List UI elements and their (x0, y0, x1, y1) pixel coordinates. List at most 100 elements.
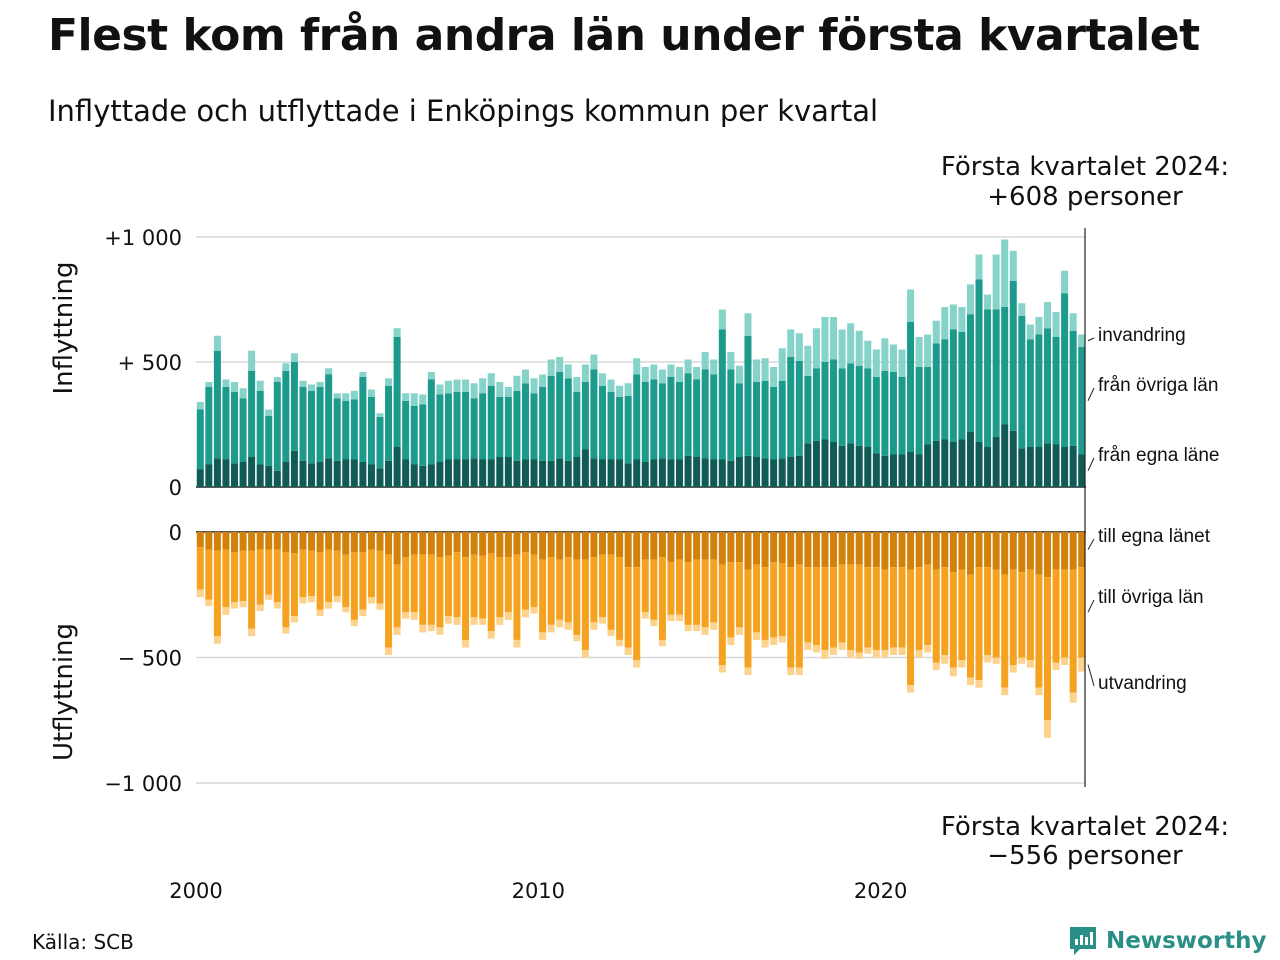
bar-inflyttning-s1-q61 (718, 329, 726, 460)
bar-utflyttning-s1-q80 (881, 569, 889, 650)
bar-inflyttning-s0-q46 (590, 458, 598, 487)
bar-inflyttning-s2-q102 (1069, 313, 1077, 331)
bar-utflyttning-s1-q86 (932, 569, 940, 663)
bar-utflyttning-s1-q9 (273, 549, 281, 603)
bar-inflyttning-s1-q68 (778, 380, 786, 459)
bar-utflyttning-s1-q16 (333, 550, 341, 597)
bar-inflyttning-s2-q67 (770, 367, 778, 387)
bar-utflyttning-s2-q80 (881, 649, 889, 658)
bar-utflyttning-s2-q55 (667, 614, 675, 622)
annotation-utflyttning-line1: Första kvartalet 2024: (941, 812, 1229, 842)
bar-inflyttning-s1-q8 (265, 415, 273, 466)
bar-inflyttning-s0-q96 (1018, 448, 1026, 487)
bar-inflyttning-s1-q64 (744, 335, 752, 456)
bar-inflyttning-s1-q0 (196, 409, 204, 470)
bar-inflyttning-s1-q16 (333, 398, 341, 461)
bar-inflyttning-s0-q92 (984, 447, 992, 487)
bar-inflyttning-s0-q61 (718, 459, 726, 487)
bar-inflyttning-s1-q37 (513, 390, 521, 461)
bar-inflyttning-s0-q63 (735, 457, 743, 487)
newsworthy-logo[interactable]: Newsworthy (1068, 924, 1267, 958)
bar-inflyttning-s0-q89 (958, 439, 966, 487)
bar-inflyttning-s2-q85 (924, 334, 932, 367)
bar-utflyttning-s0-q59 (701, 532, 709, 560)
bar-utflyttning-s2-q66 (761, 639, 769, 648)
y-tick-label-inflyttning-2: +1 000 (104, 226, 182, 250)
bar-inflyttning-s1-q18 (350, 399, 358, 460)
bar-utflyttning-s0-q33 (479, 532, 487, 556)
bar-utflyttning-s0-q9 (273, 532, 281, 550)
bar-inflyttning-s0-q25 (410, 464, 418, 487)
bar-inflyttning-s1-q85 (924, 367, 932, 445)
bar-inflyttning-s0-q101 (1061, 447, 1069, 487)
bar-inflyttning-s1-q58 (693, 379, 701, 457)
bar-inflyttning-s2-q83 (907, 289, 915, 322)
bar-inflyttning-s1-q69 (787, 357, 795, 457)
bar-inflyttning-s0-q102 (1069, 445, 1077, 487)
bar-inflyttning-s0-q70 (795, 455, 803, 487)
bar-inflyttning-s2-q30 (453, 379, 461, 392)
leader-line-inflyttning-2 (1087, 337, 1095, 342)
bar-inflyttning-s0-q13 (308, 463, 316, 487)
bar-utflyttning-s1-q21 (376, 550, 384, 604)
bar-utflyttning-s2-q69 (787, 667, 795, 676)
bar-utflyttning-s0-q47 (598, 532, 606, 555)
bar-utflyttning-s1-q71 (804, 567, 812, 643)
bar-inflyttning-s1-q28 (436, 394, 444, 462)
bar-inflyttning-s1-q53 (650, 379, 658, 460)
bar-inflyttning-s2-q28 (436, 384, 444, 395)
bar-inflyttning-s0-q87 (941, 439, 949, 487)
bar-inflyttning-s0-q11 (290, 450, 298, 487)
bar-inflyttning-s2-q73 (821, 317, 829, 362)
bar-inflyttning-s0-q27 (427, 464, 435, 487)
bar-inflyttning-s2-q0 (196, 402, 204, 410)
bar-inflyttning-s2-q100 (1052, 312, 1060, 337)
bar-inflyttning-s0-q42 (556, 458, 564, 487)
bar-inflyttning-s2-q1 (205, 382, 213, 387)
bar-inflyttning-s1-q59 (701, 369, 709, 459)
bar-utflyttning-s1-q13 (308, 550, 316, 597)
bar-inflyttning-s2-q16 (333, 393, 341, 399)
bar-utflyttning-s0-q80 (881, 532, 889, 570)
bar-utflyttning-s1-q2 (213, 550, 221, 637)
bar-utflyttning-s1-q41 (547, 557, 555, 625)
bar-utflyttning-s2-q77 (855, 652, 863, 659)
bar-utflyttning-s1-q24 (402, 557, 410, 613)
bar-utflyttning-s1-q44 (573, 559, 581, 635)
bar-inflyttning-s2-q63 (735, 365, 743, 384)
bar-inflyttning-s0-q91 (975, 442, 983, 487)
bar-inflyttning-s1-q84 (915, 367, 923, 455)
bar-inflyttning-s1-q33 (479, 393, 487, 460)
bar-inflyttning-s0-q21 (376, 468, 384, 487)
bar-inflyttning-s0-q62 (727, 460, 735, 487)
bar-utflyttning-s2-q26 (419, 624, 427, 633)
bar-utflyttning-s2-q82 (898, 647, 906, 655)
bar-utflyttning-s2-q59 (701, 627, 709, 635)
bar-utflyttning-s2-q99 (1043, 720, 1051, 738)
bar-utflyttning-s2-q96 (1018, 657, 1026, 664)
bar-inflyttning-s2-q29 (444, 380, 452, 394)
bar-utflyttning-s0-q87 (941, 532, 949, 568)
bar-utflyttning-s2-q24 (402, 612, 410, 619)
bar-utflyttning-s1-q46 (590, 557, 598, 623)
bar-inflyttning-s2-q69 (787, 329, 795, 357)
bar-inflyttning-s1-q26 (419, 404, 427, 466)
bar-inflyttning-s2-q64 (744, 313, 752, 336)
bar-utflyttning-s0-q12 (299, 532, 307, 550)
bar-utflyttning-s0-q58 (693, 532, 701, 560)
bar-inflyttning-s0-q12 (299, 460, 307, 487)
bar-inflyttning-s2-q44 (573, 377, 581, 392)
bar-utflyttning-s2-q48 (607, 629, 615, 637)
bar-utflyttning-s1-q73 (821, 567, 829, 650)
bar-inflyttning-s1-q15 (325, 374, 333, 459)
bar-inflyttning-s1-q78 (864, 368, 872, 447)
bar-utflyttning-s2-q75 (838, 642, 846, 650)
bar-utflyttning-s0-q34 (487, 532, 495, 554)
bar-utflyttning-s2-q72 (812, 644, 820, 653)
bar-utflyttning-s1-q94 (1001, 574, 1009, 688)
bar-inflyttning-s0-q66 (761, 458, 769, 487)
bar-utflyttning-s2-q81 (889, 647, 897, 655)
series-label-inflyttning-1: från övriga län (1098, 375, 1218, 396)
bar-utflyttning-s0-q66 (761, 532, 769, 568)
bar-utflyttning-s1-q5 (239, 550, 247, 602)
